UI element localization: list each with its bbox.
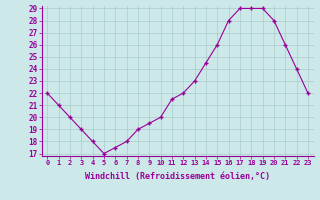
X-axis label: Windchill (Refroidissement éolien,°C): Windchill (Refroidissement éolien,°C) [85, 172, 270, 181]
